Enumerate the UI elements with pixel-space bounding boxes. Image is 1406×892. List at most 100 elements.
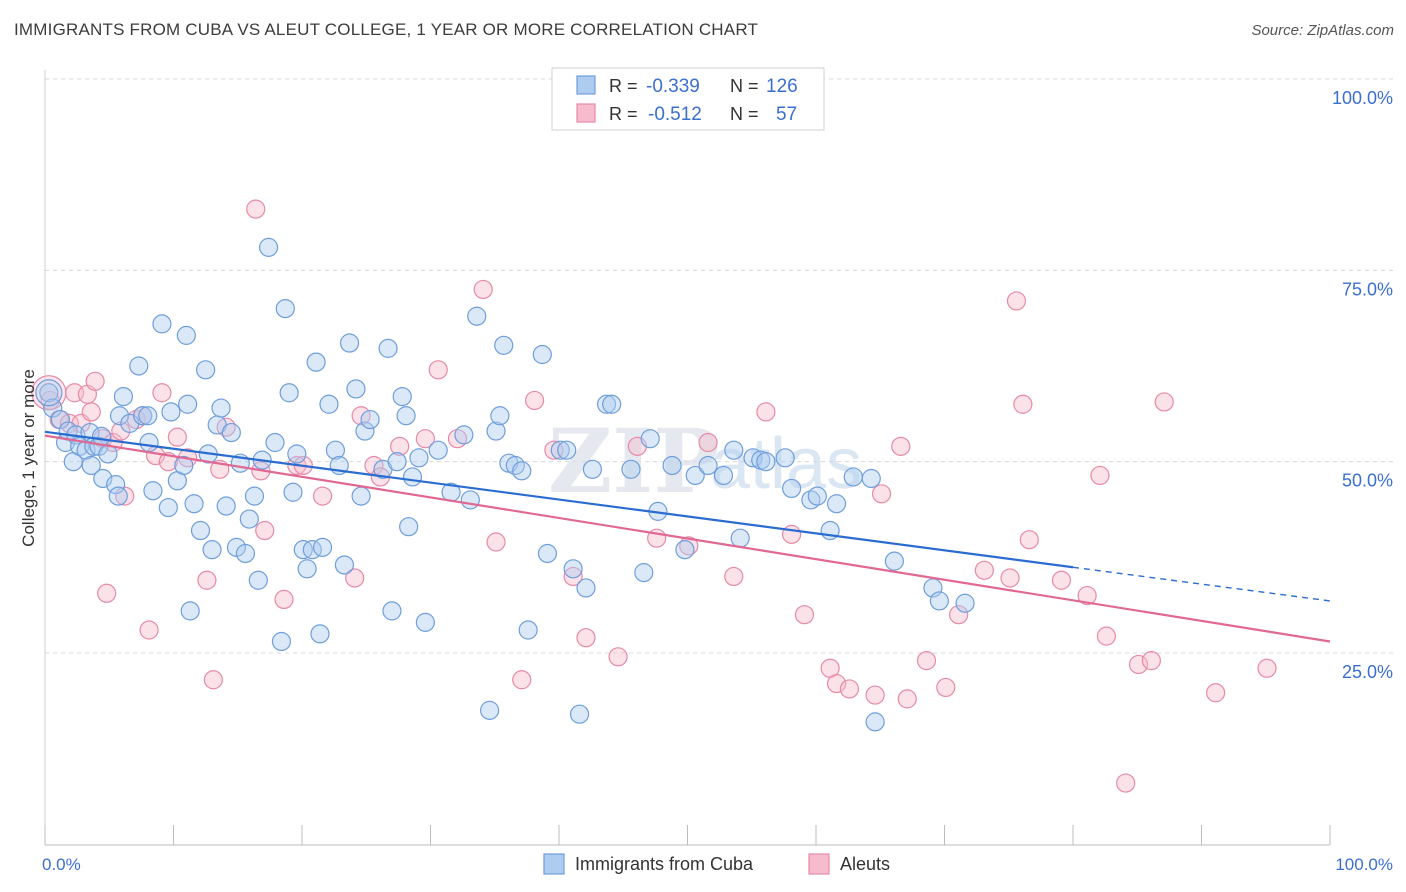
y-tick-labels: 25.0% 50.0% 75.0% 100.0% (1332, 88, 1393, 682)
cuba-point-114 (724, 440, 744, 460)
aleuts-point-42 (512, 670, 532, 690)
cuba-point-118 (756, 452, 776, 472)
cuba-point-87 (480, 700, 500, 720)
cuba-point-106 (634, 563, 654, 583)
cuba-point-42 (221, 422, 241, 443)
cuba-point-130 (929, 591, 949, 611)
cuba-point-101 (576, 578, 596, 598)
aleuts-point-52 (724, 566, 744, 587)
chart-title: IMMIGRANTS FROM CUBA VS ALEUT COLLEGE, 1… (14, 20, 759, 39)
cuba-point-10 (81, 455, 101, 476)
cuba-point-22 (133, 406, 153, 426)
legend-n-label-aleuts: N = (730, 104, 759, 124)
cuba-point-127 (861, 468, 881, 489)
cuba-point-109 (662, 455, 682, 476)
cuba-point-25 (143, 481, 163, 501)
x-tick-label-min: 0.0% (42, 855, 81, 874)
aleuts-point-21 (197, 570, 217, 590)
cuba-point-28 (161, 402, 181, 422)
aleuts-point-67 (1000, 568, 1020, 588)
source-credit: Source: ZipAtlas.com (1251, 22, 1394, 39)
aleuts-point-41 (486, 532, 506, 552)
aleuts-point-22 (203, 670, 223, 690)
cuba-point-76 (392, 386, 412, 407)
cuba-point-50 (258, 237, 279, 257)
aleuts-point-7 (85, 371, 105, 391)
cuba-point-85 (460, 490, 480, 510)
cuba-trend-extension (1072, 566, 1331, 602)
aleuts-point-6 (81, 402, 101, 422)
cuba-point-1 (43, 398, 63, 418)
cuba-point-92 (505, 455, 525, 476)
aleuts-point-53 (756, 402, 776, 422)
aleuts-point-77 (1141, 651, 1161, 671)
cuba-point-86 (467, 306, 487, 326)
aleuts-points (31, 199, 1277, 793)
cuba-point-35 (190, 520, 211, 541)
y-tick-label-2: 75.0% (1342, 279, 1393, 299)
legend-r-label-cuba: R = (609, 76, 638, 96)
cuba-point-18 (109, 406, 130, 426)
aleuts-point-63 (916, 651, 937, 671)
aleuts-point-40 (473, 279, 493, 300)
cuba-point-24 (139, 432, 159, 453)
legend-r-value-aleuts: -0.512 (648, 104, 702, 125)
aleuts-point-78 (1154, 392, 1174, 412)
legend-n-value-aleuts: 57 (776, 104, 797, 125)
aleuts-point-47 (608, 647, 628, 667)
series-legend: Immigrants from Cuba Aleuts (543, 853, 890, 875)
cuba-point-23 (138, 406, 158, 426)
legend-swatch-cuba (576, 75, 596, 95)
cuba-point-90 (494, 335, 514, 355)
aleuts-point-61 (891, 436, 911, 456)
aleuts-point-27 (255, 520, 275, 541)
aleuts-point-60 (871, 484, 892, 504)
aleuts-point-70 (1019, 530, 1039, 550)
cuba-point-77 (396, 406, 416, 426)
cuba-point-70 (355, 421, 375, 441)
aleuts-point-65 (949, 605, 969, 625)
aleuts-point-36 (390, 436, 410, 456)
cuba-point-48 (248, 570, 268, 590)
cuba-point-115 (730, 528, 750, 548)
bottom-legend-swatch-cuba (543, 853, 565, 875)
aleuts-point-57 (826, 673, 847, 694)
cuba-point-62 (312, 537, 333, 557)
cuba-point-61 (310, 624, 330, 644)
legend-swatch-aleuts (576, 103, 596, 123)
cuba-point-46 (239, 509, 259, 529)
aleuts-trend-line (44, 434, 1331, 643)
cuba-point-52 (271, 631, 292, 652)
aleuts-point-43 (524, 390, 545, 411)
cuba-point-30 (174, 455, 194, 476)
y-tick-label-0: 25.0% (1342, 662, 1393, 682)
cuba-point-63 (319, 394, 339, 414)
cuba-point-27 (158, 497, 178, 518)
cuba-point-111 (685, 465, 705, 486)
legend-n-value-cuba: 126 (766, 76, 798, 97)
aleuts-point-55 (794, 605, 815, 625)
aleuts-point-80 (1257, 658, 1277, 678)
cuba-point-55 (283, 482, 303, 502)
cuba-point-40 (211, 398, 231, 418)
cuba-points (35, 237, 975, 732)
cuba-point-17 (108, 486, 128, 506)
cuba-point-33 (180, 601, 200, 621)
cuba-point-89 (490, 406, 510, 426)
aleuts-point-37 (415, 429, 435, 449)
cuba-point-96 (537, 543, 558, 564)
aleuts-point-58 (839, 679, 860, 699)
legend-n-label-cuba: N = (730, 76, 759, 96)
cuba-point-120 (781, 478, 802, 499)
cuba-point-32 (178, 394, 198, 414)
cuba-point-131 (955, 593, 975, 613)
aleuts-point-76 (1128, 654, 1149, 675)
cuba-point-100 (569, 704, 590, 724)
cuba-point-73 (378, 338, 398, 358)
cuba-point-93 (512, 461, 532, 481)
aleuts-point-large (31, 375, 67, 411)
correlation-legend: R = -0.339 N = 126 R = -0.512 N = 57 (551, 67, 825, 131)
cuba-point-19 (113, 386, 133, 407)
cuba-point-126 (865, 712, 885, 732)
cuba-point-66 (334, 555, 355, 575)
